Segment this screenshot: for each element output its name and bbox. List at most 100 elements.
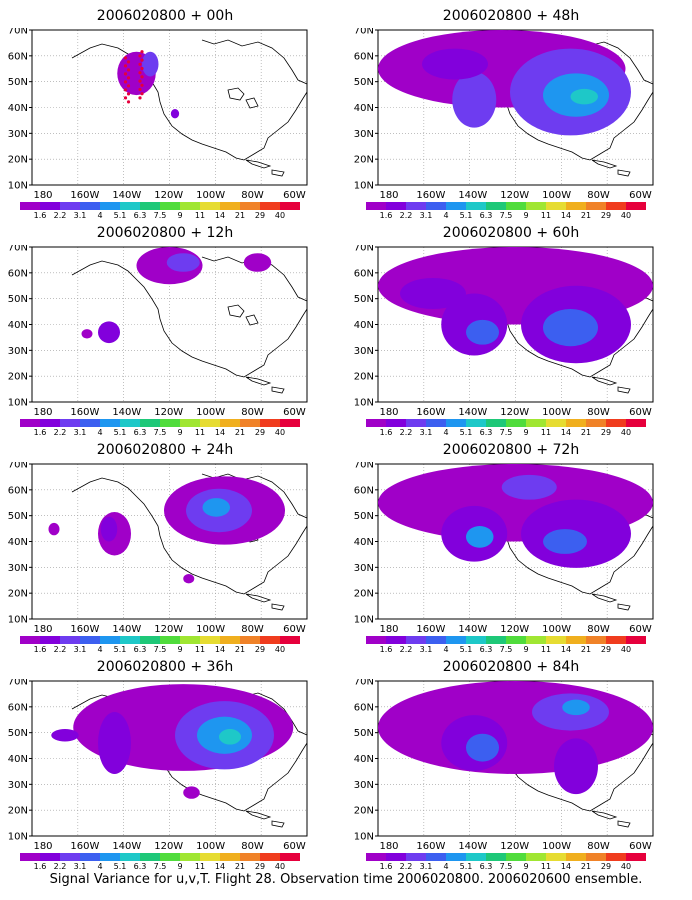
colorbar-swatch (506, 636, 526, 644)
colorbar-level-label: 29 (254, 428, 266, 437)
x-tick-label: 120W (154, 841, 183, 852)
x-tick-label: 180 (33, 841, 52, 852)
y-tick-label: 10N (8, 832, 28, 843)
colorbar-swatch (40, 419, 60, 427)
variance-contour (543, 309, 598, 347)
x-tick-label: 120W (500, 624, 529, 635)
colorbar-level-label: 4 (97, 211, 103, 220)
colorbar-level-label: 14 (214, 645, 226, 654)
colorbar-swatch (240, 636, 260, 644)
panel-title: 2006020800 + 48h (442, 8, 580, 24)
colorbar-level-label: 11 (540, 211, 552, 220)
colorbar-swatch (100, 853, 120, 861)
colorbar-level-label: 9 (177, 862, 183, 871)
colorbar-level-label: 11 (194, 211, 206, 220)
colorbar-swatch (40, 636, 60, 644)
colorbar-level-label: 11 (194, 645, 206, 654)
y-tick-label: 10N (354, 181, 374, 192)
y-tick-label: 10N (354, 398, 374, 409)
colorbar-swatch (626, 202, 646, 210)
colorbar-swatch (566, 202, 586, 210)
colorbar-level-label: 9 (523, 862, 529, 871)
y-tick-label: 50N (8, 728, 28, 739)
colorbar-swatch (546, 419, 566, 427)
variance-contour (51, 729, 79, 742)
x-tick-label: 100W (196, 190, 225, 201)
colorbar-level-label: 7.5 (153, 428, 167, 437)
colorbar-level-label: 1.6 (33, 428, 47, 437)
colorbar-level-label: 5.1 (459, 428, 473, 437)
colorbar-level-label: 14 (560, 211, 572, 220)
caribbean-islands (245, 593, 285, 611)
observation-point (138, 62, 142, 66)
colorbar-level-label: 29 (254, 645, 266, 654)
x-tick-label: 120W (154, 407, 183, 418)
y-tick-label: 10N (354, 832, 374, 843)
panel-title: 2006020800 + 36h (96, 659, 234, 675)
colorbar-level-label: 6.3 (479, 211, 493, 220)
colorbar-level-label: 4 (97, 862, 103, 871)
colorbar-level-label: 14 (214, 211, 226, 220)
y-tick-label: 30N (8, 129, 28, 140)
x-tick-label: 120W (500, 190, 529, 201)
colorbar-level-label: 4 (443, 428, 449, 437)
colorbar-swatch (486, 202, 506, 210)
colorbar-level-label: 11 (194, 862, 206, 871)
colorbar-level-label: 40 (620, 645, 632, 654)
colorbar-level-label: 9 (177, 645, 183, 654)
colorbar-swatch (100, 202, 120, 210)
colorbar-level-label: 1.6 (33, 645, 47, 654)
colorbar-swatch (446, 636, 466, 644)
colorbar-level-label: 29 (600, 645, 612, 654)
colorbar-level-label: 3.1 (73, 862, 87, 871)
colorbar-swatch (20, 202, 40, 210)
observation-point (123, 88, 128, 92)
colorbar-swatch (120, 202, 140, 210)
colorbar-swatch (626, 419, 646, 427)
x-tick-label: 160W (70, 624, 99, 635)
x-tick-label: 180 (379, 407, 398, 418)
y-tick-label: 20N (354, 589, 374, 600)
colorbar-swatch (220, 202, 240, 210)
y-tick-label: 70N (354, 679, 374, 688)
colorbar-level-label: 2.2 (399, 862, 413, 871)
x-tick-label: 120W (500, 841, 529, 852)
y-tick-label: 40N (8, 320, 28, 331)
caribbean-islands (591, 593, 631, 611)
colorbar-level-label: 3.1 (419, 862, 433, 871)
colorbar-swatch (180, 636, 200, 644)
colorbar-level-label: 4 (97, 428, 103, 437)
colorbar-level-label: 3.1 (73, 645, 87, 654)
colorbar-level-label: 21 (580, 211, 592, 220)
map-panel-12h: 2006020800 + 12h 70N 60N 50N 40N 30N 20N 10N 18… (0, 225, 330, 440)
variance-contour (166, 253, 200, 272)
colorbar-level-label: 14 (214, 428, 226, 437)
x-tick-label: 60W (629, 190, 652, 201)
colorbar-swatch (606, 636, 626, 644)
observation-point (126, 60, 131, 64)
colorbar-swatch (626, 853, 646, 861)
observation-point (140, 58, 144, 62)
colorbar-swatch (60, 636, 80, 644)
y-tick-label: 60N (8, 485, 28, 496)
colorbar: 1.6 2.2 3.1 4 5.1 6.3 7.5 9 11 14 21 29 40 (366, 636, 646, 658)
colorbar-swatch (200, 419, 220, 427)
x-tick-label: 100W (542, 841, 571, 852)
y-tick-label: 60N (354, 485, 374, 496)
colorbar-level-label: 6.3 (133, 428, 147, 437)
colorbar-swatch (366, 853, 386, 861)
colorbar-level-label: 14 (560, 645, 572, 654)
colorbar-swatch (80, 202, 100, 210)
x-tick-label: 100W (542, 190, 571, 201)
colorbar-level-label: 1.6 (33, 862, 47, 871)
colorbar-level-label: 5.1 (459, 645, 473, 654)
x-tick-label: 140W (458, 407, 487, 418)
colorbar-level-label: 7.5 (499, 211, 513, 220)
variance-contour (543, 529, 587, 554)
observation-point (123, 96, 128, 100)
y-tick-label: 30N (8, 563, 28, 574)
colorbar-swatch (606, 419, 626, 427)
colorbar-swatch (160, 419, 180, 427)
colorbar-swatch (120, 636, 140, 644)
colorbar-swatch (160, 202, 180, 210)
